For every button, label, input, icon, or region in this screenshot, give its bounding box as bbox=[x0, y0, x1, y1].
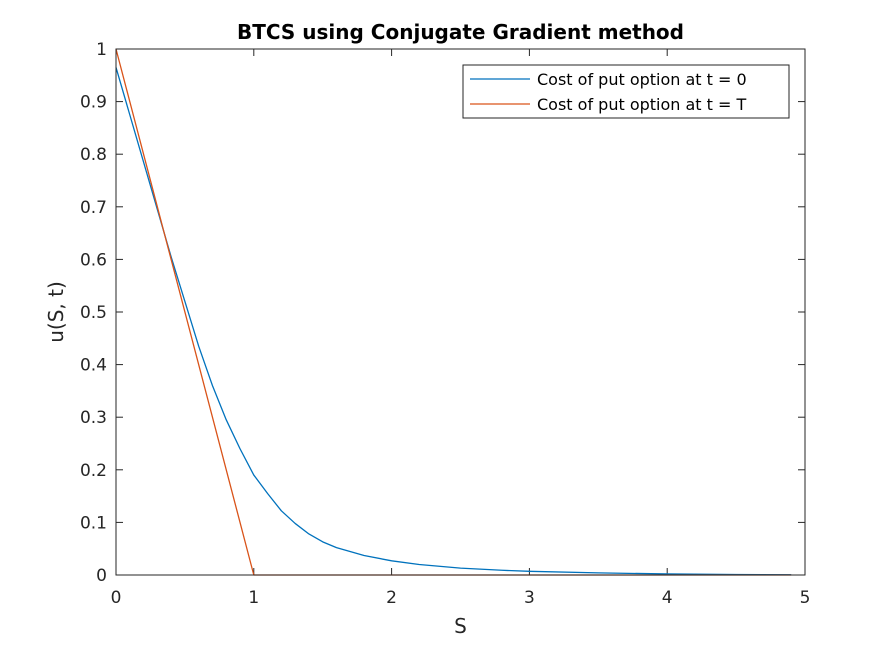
y-tick-label-10: 1 bbox=[96, 40, 107, 60]
x-tick-label-0: 0 bbox=[111, 588, 122, 608]
x-tick-label-4: 4 bbox=[662, 588, 673, 608]
y-tick-label-4: 0.4 bbox=[80, 356, 107, 376]
x-tick-label-2: 2 bbox=[386, 588, 397, 608]
x-tick-label-5: 5 bbox=[800, 588, 811, 608]
tick-labels: 0 1 2 3 4 5 0 0.1 0.2 0.3 0.4 0.5 0.6 0.7 0.8 0.9 1 bbox=[80, 40, 810, 608]
x-tick-label-3: 3 bbox=[524, 588, 535, 608]
y-tick-label-5: 0.5 bbox=[80, 303, 107, 323]
y-tick-label-0: 0 bbox=[96, 566, 107, 586]
y-axis-label: u(S, t) bbox=[44, 281, 68, 343]
series-line-0 bbox=[115, 67, 792, 576]
legend-label-tT: Cost of put option at t = T bbox=[537, 95, 747, 114]
legend-box bbox=[462, 64, 790, 119]
axes-box bbox=[115, 48, 806, 576]
y-tick-label-9: 0.9 bbox=[80, 93, 107, 113]
y-tick-label-8: 0.8 bbox=[80, 145, 107, 165]
plot-background bbox=[116, 49, 805, 575]
x-tick-label-1: 1 bbox=[248, 588, 259, 608]
legend: Cost of put option at t = 0 Cost of put … bbox=[462, 64, 790, 119]
y-tick-label-3: 0.3 bbox=[80, 408, 107, 428]
y-tick-label-2: 0.2 bbox=[80, 461, 107, 481]
legend-label-t0: Cost of put option at t = 0 bbox=[537, 70, 747, 89]
chart-title: BTCS using Conjugate Gradient method bbox=[237, 20, 684, 44]
y-tick-label-6: 0.6 bbox=[80, 250, 107, 270]
y-tick-label-1: 0.1 bbox=[80, 513, 107, 533]
y-tick-label-7: 0.7 bbox=[80, 198, 107, 218]
x-axis-label: S bbox=[454, 614, 467, 638]
